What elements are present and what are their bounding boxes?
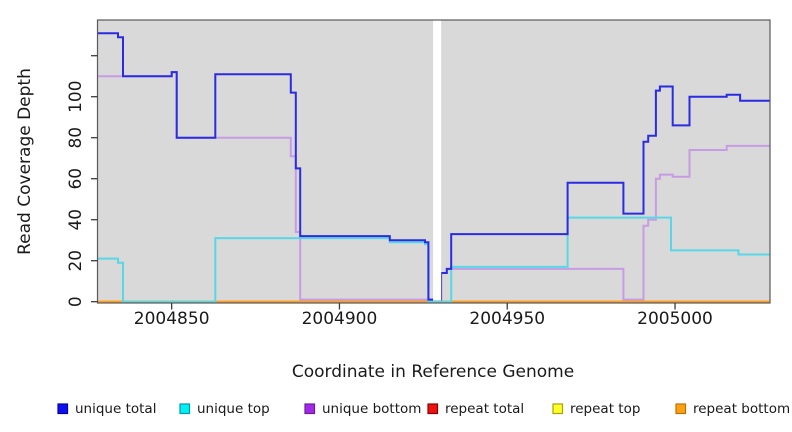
legend-label-unique-bottom: unique bottom xyxy=(322,401,421,417)
no-data-gap-band xyxy=(433,20,442,301)
legend-swatch-unique-top xyxy=(179,403,191,415)
x-tick-label: 2004900 xyxy=(302,309,378,329)
legend-item-unique-total: unique total xyxy=(57,401,156,417)
y-tick-label: 40 xyxy=(66,209,86,231)
y-tick-label: 20 xyxy=(66,250,86,272)
legend-item-repeat-bottom: repeat bottom xyxy=(675,401,790,417)
legend-label-repeat-total: repeat total xyxy=(445,401,524,417)
x-tick-label: 2004850 xyxy=(134,309,210,329)
series-group xyxy=(97,32,770,303)
x-tick-label: 2004950 xyxy=(469,309,545,329)
legend-swatch-repeat-total xyxy=(427,403,439,415)
legend-swatch-unique-total xyxy=(57,403,69,415)
axes-group: 2004850 2004900 2004950 2005000 0 20 40 60 80 100 xyxy=(66,55,713,329)
legend-swatch-repeat-top xyxy=(552,403,564,415)
legend-label-unique-top: unique top xyxy=(197,401,270,417)
x-tick-label: 2005000 xyxy=(637,309,713,329)
y-tick-label: 0 xyxy=(66,296,86,307)
y-tick-label: 100 xyxy=(66,80,86,112)
series-line-unique-total xyxy=(97,32,770,301)
legend-label-repeat-bottom: repeat bottom xyxy=(693,401,790,417)
legend-item-unique-bottom: unique bottom xyxy=(304,401,421,417)
y-tick-label: 60 xyxy=(66,168,86,190)
legend: unique total unique top unique bottom repea… xyxy=(57,401,790,417)
legend-item-repeat-total: repeat total xyxy=(427,401,524,417)
plot-box xyxy=(96,19,771,304)
legend-label-repeat-top: repeat top xyxy=(570,401,640,417)
legend-label-unique-total: unique total xyxy=(75,401,156,417)
series-line-unique-top xyxy=(97,216,770,303)
y-tick-label: 80 xyxy=(66,127,86,149)
legend-item-unique-top: unique top xyxy=(179,401,270,417)
legend-swatch-repeat-bottom xyxy=(675,403,687,415)
legend-swatch-unique-bottom xyxy=(304,403,316,415)
series-line-unique-bottom xyxy=(97,71,770,301)
y-axis-title: Read Coverage Depth xyxy=(15,68,35,255)
x-axis-title: Coordinate in Reference Genome xyxy=(292,362,574,382)
legend-item-repeat-top: repeat top xyxy=(552,401,640,417)
